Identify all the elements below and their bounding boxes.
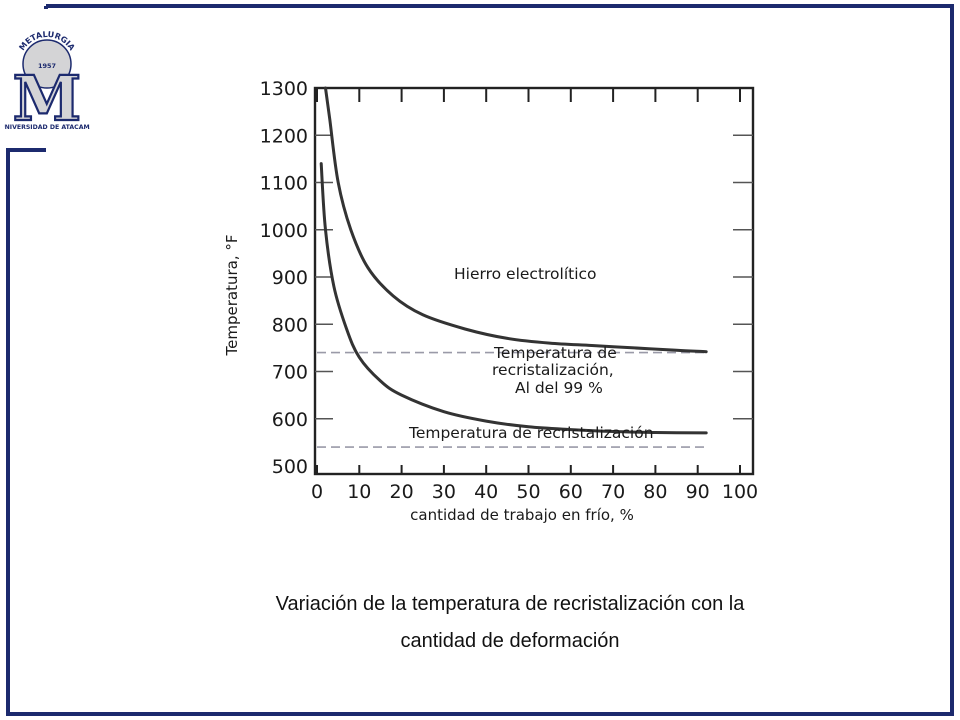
- x-tick-label: 70: [601, 481, 625, 503]
- x-tick-labels: 0 10 20 30 40 50 60 70 80 90 100: [311, 481, 758, 503]
- curves: [319, 86, 708, 435]
- plot-frame: [313, 86, 755, 476]
- x-tick-label: 80: [643, 481, 667, 503]
- recrystallization-chart: 0 10 20 30 40 50 60 70 80 90 100 1300 1200 1100 1000 9…: [223, 78, 758, 524]
- y-tick-label: 900: [272, 267, 308, 289]
- y-tick-label: 1100: [260, 173, 308, 195]
- y-tick-labels: 1300 1200 1100 1000 900 800 700 600 500: [260, 78, 308, 478]
- series-line-1: [319, 162, 708, 435]
- y-tick-label: 600: [272, 409, 308, 431]
- university-logo: METALURGIA 1957 M UNIVERSIDAD DE ATACAMA: [4, 9, 90, 132]
- y-tick-label: 1000: [260, 220, 308, 242]
- y-tick-label: 800: [272, 314, 308, 336]
- reference-lines: [317, 351, 707, 448]
- x-tick-label: 40: [474, 481, 498, 503]
- y-tick-label: 500: [272, 456, 308, 478]
- series-line-0: [324, 86, 708, 354]
- y-tick-label: 1200: [260, 125, 308, 147]
- caption-line-1: Variación de la temperatura de recristal…: [275, 593, 745, 615]
- x-tick-label: 20: [390, 481, 414, 503]
- frame-border: [6, 4, 954, 716]
- x-ticks: [316, 88, 741, 474]
- x-tick-label: 90: [686, 481, 710, 503]
- annotation-recrystallization: Temperatura de recristalización: [408, 424, 654, 442]
- x-tick-label: 10: [347, 481, 371, 503]
- logo-year: 1957: [38, 62, 56, 70]
- y-tick-label: 700: [272, 362, 308, 384]
- logo-bottom-text: UNIVERSIDAD DE ATACAMA: [4, 124, 90, 131]
- x-tick-label: 30: [432, 481, 456, 503]
- caption-line-2: cantidad de deformación: [400, 630, 620, 652]
- y-axis-label: Temperatura, °F: [223, 235, 241, 357]
- logo-letter: M: [13, 62, 82, 132]
- x-tick-label: 60: [559, 481, 583, 503]
- x-tick-label: 0: [311, 481, 323, 503]
- annotation-al-line3: Al del 99 %: [515, 379, 603, 397]
- y-tick-label: 1300: [260, 78, 308, 100]
- x-tick-label: 100: [722, 481, 758, 503]
- x-axis-label: cantidad de trabajo en frío, %: [410, 506, 634, 524]
- x-tick-label: 50: [516, 481, 540, 503]
- logo-emblem: [22, 39, 72, 89]
- annotation-al-line2: recristalización,: [492, 361, 614, 379]
- annotation-al-line1: Temperatura de: [493, 344, 617, 362]
- annotation-hierro: Hierro electrolítico: [454, 265, 597, 283]
